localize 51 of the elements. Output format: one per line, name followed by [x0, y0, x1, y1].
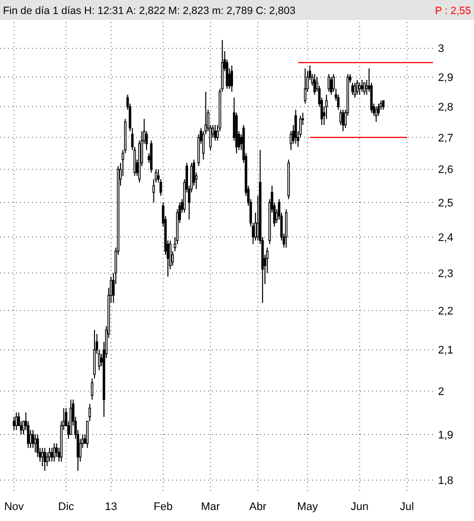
candlestick: [230, 64, 234, 92]
y-tick-label: 1,8: [438, 475, 454, 488]
y-tick-label: 2,5: [438, 197, 454, 210]
candlestick: [46, 452, 48, 467]
text: P : 2,55: [434, 5, 472, 17]
candlestick: [304, 68, 306, 104]
candlestick: [354, 82, 356, 98]
x-tick-label: 13: [104, 501, 118, 513]
candlestick: [50, 447, 54, 462]
y-tick-label: 2,6: [438, 164, 454, 176]
candlestick: [374, 106, 378, 122]
candlestick: [363, 82, 366, 96]
x-tick-label: Nov: [4, 501, 24, 513]
y-tick-label: 3: [438, 43, 444, 56]
x-tick-label: Feb: [154, 501, 173, 513]
candlestick: [53, 442, 56, 462]
y-tick-label: 2: [438, 386, 444, 398]
chart-title: Fin de día 1 días H: 12:31 A: 2,822 M: 2,823 m: 2,789 C: 2,803: [3, 5, 296, 17]
x-tick-label: Jul: [400, 501, 414, 513]
y-tick-label: 2,4: [438, 232, 454, 244]
candlestick: [44, 447, 46, 472]
candlestick: [294, 109, 297, 144]
y-tick-label: 2,7: [438, 132, 454, 144]
y-tick-label: 2,2: [438, 305, 454, 318]
candlestick: [15, 412, 18, 431]
candlestick: [41, 447, 44, 467]
y-tick-label: 2,9: [438, 72, 454, 84]
candlestick: [32, 430, 34, 448]
candlestick: [214, 124, 216, 142]
candlestick: [90, 378, 94, 400]
x-tick-label: Mar: [201, 501, 220, 513]
x-tick-label: Jun: [350, 501, 368, 513]
x-tick-label: Dic: [58, 501, 75, 513]
y-tick-label: 1,9: [438, 429, 454, 442]
candlestick: [86, 420, 89, 448]
candlestick: [330, 76, 332, 96]
candlestick: [55, 442, 58, 458]
candlestick: [20, 420, 22, 435]
candlestick: [328, 74, 330, 92]
candlestick: [88, 403, 91, 422]
candlestick: [36, 434, 39, 458]
x-tick-label: May: [297, 501, 318, 513]
candlestick: [356, 79, 358, 96]
y-tick-label: 2,1: [438, 344, 454, 357]
candlestick: [382, 100, 385, 110]
y-tick-label: 2,3: [438, 268, 454, 280]
y-tick-label: 2,8: [438, 102, 454, 114]
x-tick-label: Abr: [249, 501, 267, 513]
candlestick: [34, 434, 37, 453]
candlestick: [313, 74, 316, 96]
candlestick: [358, 82, 361, 96]
